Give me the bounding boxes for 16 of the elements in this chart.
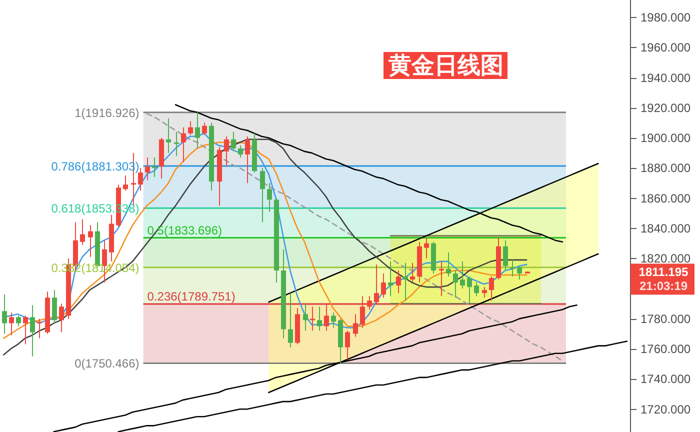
annotation: 21:03:19 xyxy=(639,279,688,294)
ytick: 1960.000 xyxy=(640,40,691,55)
ytick: 1940.000 xyxy=(640,70,691,85)
annotation: 1811.195 xyxy=(638,265,688,280)
ytick: 1900.000 xyxy=(640,131,691,146)
ytick: 1760.000 xyxy=(640,342,691,356)
ytick: 1720.000 xyxy=(640,402,691,416)
ytick: 1780.000 xyxy=(640,312,691,326)
title: 黄金日线图 xyxy=(384,52,508,79)
ytick: 1820.000 xyxy=(640,252,691,266)
ytick: 1740.000 xyxy=(640,372,691,386)
ytick: 1860.000 xyxy=(640,191,691,206)
ytick: 1840.000 xyxy=(640,221,691,236)
ytick: 1980.000 xyxy=(640,10,691,25)
ytick: 1920.000 xyxy=(640,100,691,115)
ytick: 1880.000 xyxy=(640,161,691,176)
